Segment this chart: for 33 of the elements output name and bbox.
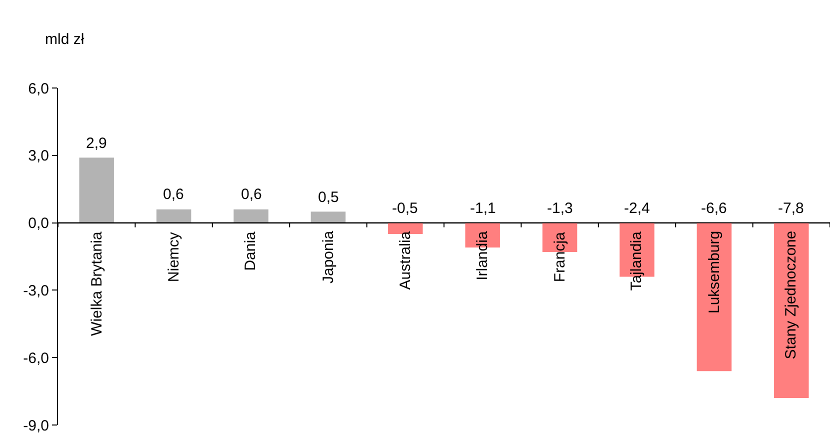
data-label: -1,3	[547, 200, 573, 217]
bar	[696, 222, 732, 372]
y-tick-label: 6,0	[28, 80, 49, 98]
data-label: 0,5	[318, 189, 339, 206]
x-tick-label: Irlandia	[474, 230, 491, 280]
x-tick-label: Tajlandia	[628, 230, 646, 291]
bar	[774, 222, 809, 398]
y-tick-label: 3,0	[28, 148, 49, 165]
x-tick-label: Dania	[242, 230, 260, 271]
y-tick-label: -3,0	[23, 282, 49, 300]
x-tick-label: Wielka Brytania	[88, 231, 106, 336]
y-tick-label: 0,0	[28, 215, 49, 232]
x-tick-label: Stany Zjednoczone	[782, 230, 800, 360]
bar	[156, 209, 192, 223]
x-tick-label: Niemcy	[166, 232, 182, 282]
x-tick-label: Francja	[552, 231, 568, 282]
x-tick-label: Luksemburg	[706, 230, 723, 314]
y-axis-title: mld zł	[45, 31, 85, 48]
bar	[234, 209, 268, 223]
bar	[310, 212, 346, 223]
x-tick-label: Japonia	[320, 230, 337, 284]
y-tick-label: -9,0	[23, 417, 49, 434]
data-label: 0,6	[163, 186, 184, 203]
y-tick-label: -6,0	[23, 350, 49, 367]
data-label: -0,5	[392, 200, 418, 217]
x-tick-label: Australia	[397, 230, 414, 290]
data-label: -1,1	[470, 200, 496, 217]
data-label: 2,9	[86, 135, 107, 152]
data-label: -2,4	[624, 200, 650, 217]
data-label: -6,6	[701, 200, 727, 217]
data-label: 0,6	[241, 186, 262, 203]
data-label: -7,8	[778, 200, 804, 217]
bar	[79, 158, 114, 223]
